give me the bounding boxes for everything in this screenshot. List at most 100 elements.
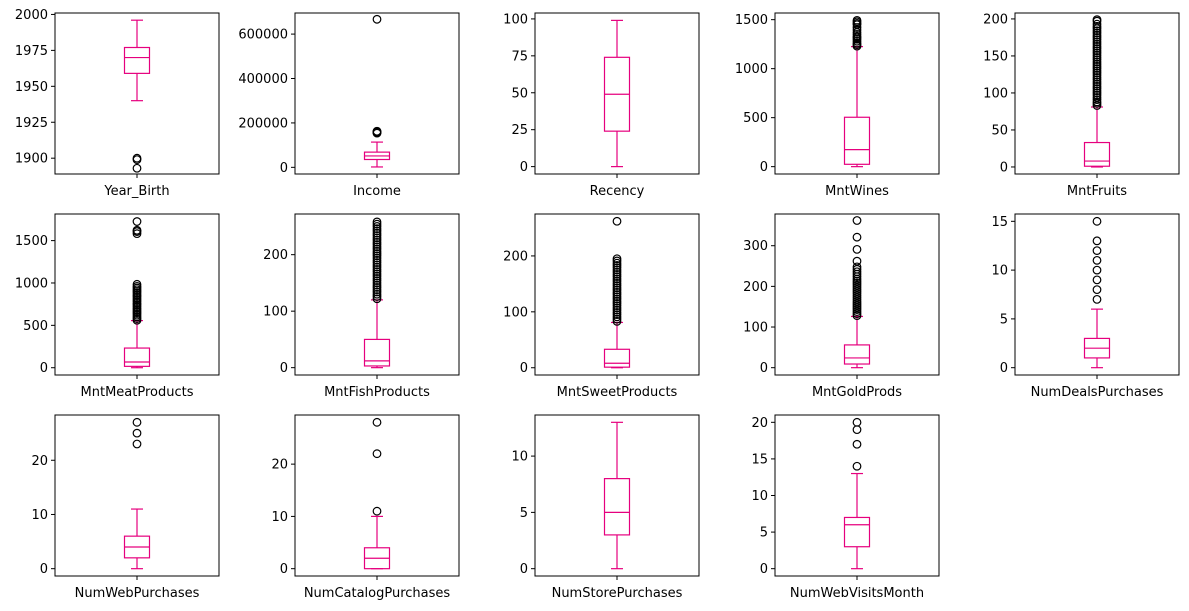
x-tick-label: Recency — [590, 184, 645, 199]
subplot-NumStorePurchases: 0 5 10 NumStorePurchases — [511, 414, 700, 601]
outlier-point — [612, 256, 622, 266]
iqr-box — [603, 348, 631, 368]
outlier-point — [372, 276, 382, 286]
outlier-point — [612, 290, 622, 299]
outlier-point — [372, 280, 382, 290]
y-tick-label: 200 — [983, 12, 1008, 27]
y-tick-label: 2000 — [15, 8, 48, 23]
subplot-MntSweetProducts: 0 100 200 MntSweetProducts — [503, 213, 700, 400]
subplot-Income: 0 200000 400000 600000 Income — [238, 12, 460, 199]
outlier-point — [372, 262, 382, 272]
x-tick-label: MntSweetProducts — [557, 385, 678, 400]
outlier-point — [372, 258, 382, 267]
subplot-Recency: 0 25 50 75 100 Recency — [503, 12, 700, 199]
outlier-point — [852, 417, 862, 427]
outlier-point — [1092, 48, 1102, 58]
outlier-point — [1092, 30, 1102, 40]
outlier-point — [1092, 246, 1102, 255]
outlier-point — [612, 292, 622, 302]
y-tick-label: 50 — [511, 86, 528, 101]
y-tick-label: 0 — [760, 160, 768, 175]
outlier-point — [132, 163, 142, 173]
outlier-point — [1092, 294, 1102, 304]
outlier-point — [1092, 88, 1102, 98]
outlier-point — [1092, 64, 1102, 73]
y-tick-label: 0 — [760, 562, 768, 577]
y-tick-label: 0 — [1000, 361, 1008, 376]
outlier-point — [1092, 15, 1102, 25]
subplot-MntWines: 0 500 1000 1500 MntWines — [735, 12, 940, 199]
outlier-point — [372, 217, 382, 227]
outlier-point — [612, 258, 622, 268]
y-tick-label: 1975 — [15, 44, 48, 59]
outlier-point — [372, 271, 382, 281]
outlier-point — [1092, 41, 1102, 51]
y-tick-label: 10 — [991, 264, 1008, 279]
outlier-point — [1092, 79, 1102, 89]
outlier-point — [372, 285, 382, 295]
outlier-point — [1092, 77, 1102, 87]
y-tick-label: 0 — [1000, 160, 1008, 175]
outlier-point — [372, 251, 382, 261]
outlier-point — [372, 289, 382, 299]
outlier-point — [372, 278, 382, 288]
subplot-Year_Birth: 1900 1925 1950 1975 2000 Year_Birth — [15, 8, 220, 199]
y-tick-label: 100 — [983, 86, 1008, 101]
subplot-NumWebPurchases: 0 10 20 NumWebPurchases — [31, 414, 220, 601]
outlier-point — [372, 228, 382, 238]
x-tick-label: MntWines — [825, 184, 889, 199]
outlier-point — [372, 219, 382, 229]
y-tick-label: 200000 — [238, 116, 288, 131]
x-tick-label: NumWebPurchases — [75, 586, 200, 601]
outlier-point — [612, 294, 622, 304]
outlier-point — [132, 153, 142, 163]
y-tick-label: 15 — [751, 452, 768, 467]
outlier-point — [852, 25, 862, 35]
outlier-point — [612, 276, 622, 286]
outlier-point — [372, 233, 382, 243]
iqr-box — [1083, 141, 1111, 167]
outlier-point — [372, 126, 382, 136]
outlier-point — [372, 506, 382, 516]
y-tick-label: 0 — [280, 562, 288, 577]
y-tick-label: 200 — [743, 280, 768, 295]
outlier-point — [1092, 55, 1102, 65]
outlier-point — [1092, 19, 1102, 29]
y-tick-label: 1000 — [735, 62, 768, 77]
subplot-MntMeatProducts: 0 500 1000 1500 MntMeatProducts — [15, 213, 220, 400]
y-tick-label: 200 — [503, 249, 528, 264]
outlier-point — [1092, 90, 1102, 100]
outlier-point — [1092, 92, 1102, 102]
y-tick-label: 20 — [271, 458, 288, 473]
outlier-point — [372, 283, 382, 292]
y-tick-label: 10 — [511, 450, 528, 465]
x-tick-label: Year_Birth — [103, 184, 169, 199]
subplot-MntFruits: 0 50 100 150 200 MntFruits — [983, 12, 1180, 199]
outlier-point — [372, 260, 382, 270]
y-tick-label: 0 — [280, 361, 288, 376]
x-tick-label: Income — [353, 184, 401, 199]
outlier-point — [612, 261, 622, 270]
outlier-point — [372, 246, 382, 256]
x-tick-label: NumWebVisitsMonth — [790, 586, 924, 601]
outlier-point — [612, 283, 622, 293]
outlier-point — [852, 216, 862, 225]
outlier-point — [612, 285, 622, 295]
y-tick-label: 100 — [503, 305, 528, 320]
outlier-point — [1092, 216, 1102, 226]
outlier-point — [1092, 35, 1102, 45]
outlier-point — [612, 265, 622, 275]
outlier-point — [612, 267, 622, 277]
outlier-point — [1092, 44, 1102, 53]
subplot-NumWebVisitsMonth: 0 5 10 15 20 NumWebVisitsMonth — [751, 414, 940, 601]
outlier-point — [372, 292, 382, 301]
x-tick-label: NumDealsPurchases — [1031, 385, 1164, 400]
outlier-point — [372, 244, 382, 254]
y-tick-label: 25 — [511, 123, 528, 138]
outlier-point — [612, 316, 622, 326]
outlier-point — [612, 312, 622, 322]
outlier-point — [612, 281, 622, 290]
outlier-point — [372, 222, 382, 231]
y-tick-label: 20 — [751, 416, 768, 431]
outlier-point — [1092, 70, 1102, 80]
